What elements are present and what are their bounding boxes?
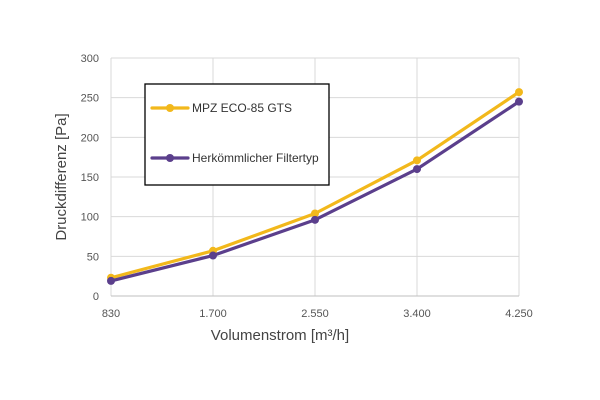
x-tick-label: 2.550 — [301, 308, 329, 320]
y-tick-label: 250 — [81, 93, 99, 105]
legend-swatch-marker — [166, 154, 174, 162]
x-tick-label: 1.700 — [199, 308, 227, 320]
legend-entry-label: Herkömmlicher Filtertyp — [192, 151, 319, 165]
data-point — [209, 251, 217, 260]
legend-swatch-marker — [166, 104, 174, 112]
y-axis-label: Druckdifferenz [Pa] — [53, 113, 70, 240]
data-point — [311, 209, 319, 218]
data-point — [311, 215, 319, 224]
series-lines — [107, 88, 523, 285]
data-point — [413, 156, 421, 165]
data-point — [413, 165, 421, 174]
x-axis-label: Volumenstrom [m³/h] — [211, 327, 349, 344]
legend-entry-label: MPZ ECO-85 GTS — [192, 101, 292, 115]
y-tick-label: 150 — [81, 172, 99, 184]
y-tick-label: 200 — [81, 132, 99, 144]
legend: MPZ ECO-85 GTS Herkömmlicher Filtertyp — [144, 83, 330, 186]
data-point — [515, 97, 523, 106]
x-tick-label: 4.250 — [505, 308, 533, 320]
data-point — [515, 88, 523, 97]
y-tick-label: 0 — [93, 291, 99, 303]
y-tick-label: 300 — [81, 53, 99, 65]
data-point — [107, 276, 115, 285]
y-tick-label: 50 — [87, 251, 99, 263]
y-tick-label: 100 — [81, 212, 99, 224]
x-tick-label: 830 — [102, 308, 120, 320]
legend-box — [144, 83, 330, 186]
x-tick-label: 3.400 — [403, 308, 431, 320]
axes: 0 50 100 150 200 250 300 830 1.700 2.550 3.400 4.25… — [81, 53, 533, 320]
